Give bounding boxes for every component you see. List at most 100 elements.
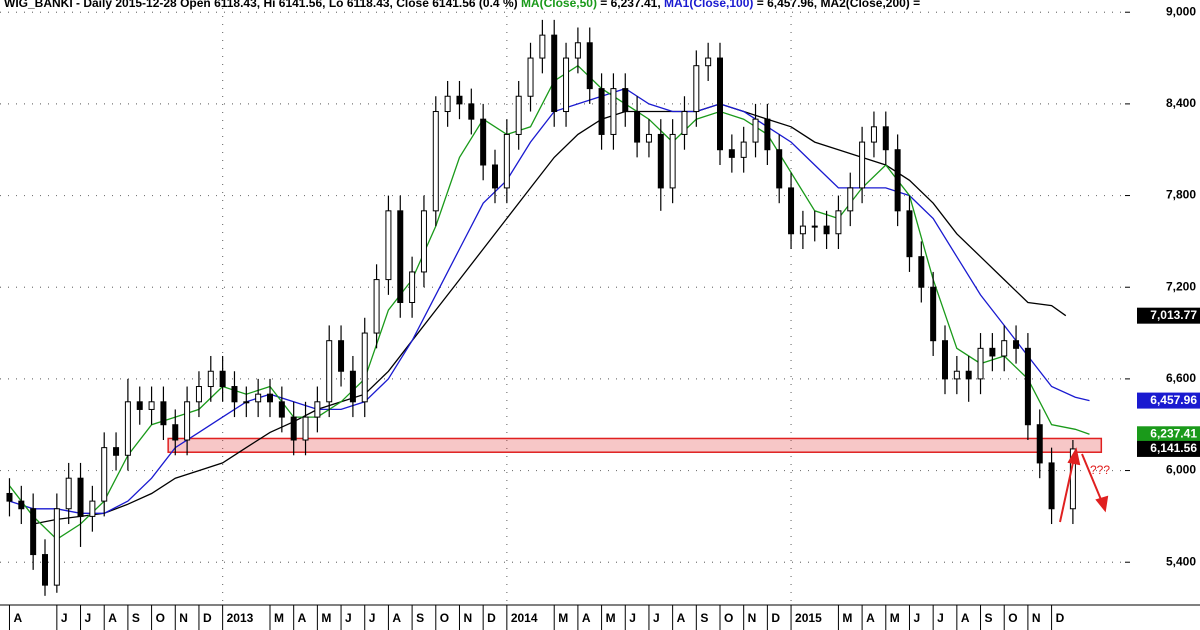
arrow-down	[1081, 453, 1103, 503]
y-tick-label: 7,200	[1166, 279, 1196, 293]
candle-body	[799, 225, 806, 235]
candle-body	[373, 279, 380, 334]
candle-body	[882, 126, 889, 151]
candle-body	[527, 57, 534, 97]
x-tick-label: M	[274, 611, 284, 625]
candle-body	[1001, 340, 1008, 357]
candle-body	[290, 416, 297, 441]
candle-body	[728, 149, 735, 158]
candle-body	[574, 42, 581, 59]
candle-body	[53, 508, 60, 586]
x-tick-label: J	[345, 611, 352, 625]
y-tick-label: 9,000	[1166, 4, 1196, 18]
candle-body	[77, 477, 84, 517]
x-tick-label: J	[85, 611, 92, 625]
price-badge-label: 6,237.41	[1150, 426, 1197, 440]
y-tick-label: 7,800	[1166, 188, 1196, 202]
candle-body	[101, 447, 108, 502]
price-badge	[1137, 392, 1200, 409]
candle-body	[302, 416, 309, 441]
candle-body	[267, 393, 273, 403]
x-axis-band	[0, 605, 1200, 630]
candle-body	[18, 500, 25, 510]
candle-body	[492, 164, 498, 189]
candle-body	[456, 95, 463, 105]
zone-rect	[167, 437, 1103, 453]
annotation: ???	[1090, 463, 1110, 477]
x-tick-label: D	[771, 611, 780, 625]
x-tick-label: 2014	[511, 611, 538, 625]
x-tick-label: J	[629, 611, 636, 625]
x-tick-label: J	[653, 611, 660, 625]
x-tick-label: S	[700, 611, 708, 625]
x-tick-label: A	[392, 611, 401, 625]
x-tick-label: A	[866, 611, 875, 625]
candle-body	[160, 401, 167, 426]
candle-body	[1036, 424, 1043, 464]
candle-body	[243, 401, 250, 404]
candle-body	[823, 225, 830, 235]
x-tick-label: D	[1056, 611, 1065, 625]
candle-body	[314, 401, 321, 418]
candle-body	[444, 95, 451, 113]
x-tick-label: S	[132, 611, 140, 625]
candle-body	[172, 424, 179, 441]
candle-body	[752, 118, 759, 143]
candle-body	[124, 401, 131, 456]
candle-body	[361, 332, 368, 403]
x-tick-label: S	[985, 611, 993, 625]
candle-body	[634, 111, 641, 143]
candle-body	[6, 492, 13, 502]
candle-body	[65, 477, 72, 510]
candle-body	[930, 286, 937, 342]
candle-body	[859, 141, 866, 189]
x-tick-label: D	[487, 611, 496, 625]
candle-body	[657, 133, 664, 189]
x-tick-label: A	[298, 611, 307, 625]
candle-body	[326, 340, 333, 403]
candle-body	[918, 256, 925, 288]
candle-body	[610, 88, 617, 135]
ma-line	[33, 103, 1067, 525]
candle-body	[847, 187, 854, 212]
x-tick-label: N	[463, 611, 472, 625]
candle-body	[681, 111, 688, 135]
x-tick-label: A	[961, 611, 970, 625]
arrow-head	[1095, 495, 1109, 513]
candle-body	[397, 210, 404, 303]
candle-body	[811, 225, 818, 228]
y-tick-label: 6,600	[1166, 371, 1196, 385]
x-tick-label: M	[558, 611, 568, 625]
title-segment: = 6,237.41,	[597, 0, 664, 10]
candle-body	[598, 88, 605, 135]
price-badge	[1137, 440, 1200, 457]
price-badge-label: 6,457.96	[1150, 393, 1197, 407]
x-tick-label: O	[1008, 611, 1017, 625]
arrow-up	[1059, 457, 1075, 523]
x-tick-label: M	[890, 611, 900, 625]
x-tick-label: J	[937, 611, 944, 625]
x-tick-label: 2013	[227, 611, 254, 625]
x-tick-label: D	[203, 611, 212, 625]
candle-body	[89, 500, 96, 517]
candle-body	[480, 118, 487, 166]
y-tick-label: 6,000	[1166, 463, 1196, 477]
x-tick-label: O	[724, 611, 733, 625]
x-tick-label: J	[369, 611, 376, 625]
title-segment: MA1(Close,100)	[664, 0, 753, 10]
candle-body	[705, 57, 712, 67]
title-segment: = 6,457.96, MA2(Close,200) =	[753, 0, 920, 10]
candle-body	[894, 149, 901, 212]
x-tick-label: O	[156, 611, 165, 625]
x-tick-label: J	[913, 611, 920, 625]
candle-body	[113, 447, 120, 456]
x-tick-label: J	[61, 611, 68, 625]
candle-body	[740, 141, 747, 158]
candle-body	[989, 347, 996, 357]
candle-body	[349, 370, 356, 403]
x-tick-label: O	[440, 611, 449, 625]
candles	[6, 19, 1076, 596]
candle-body	[385, 210, 392, 281]
